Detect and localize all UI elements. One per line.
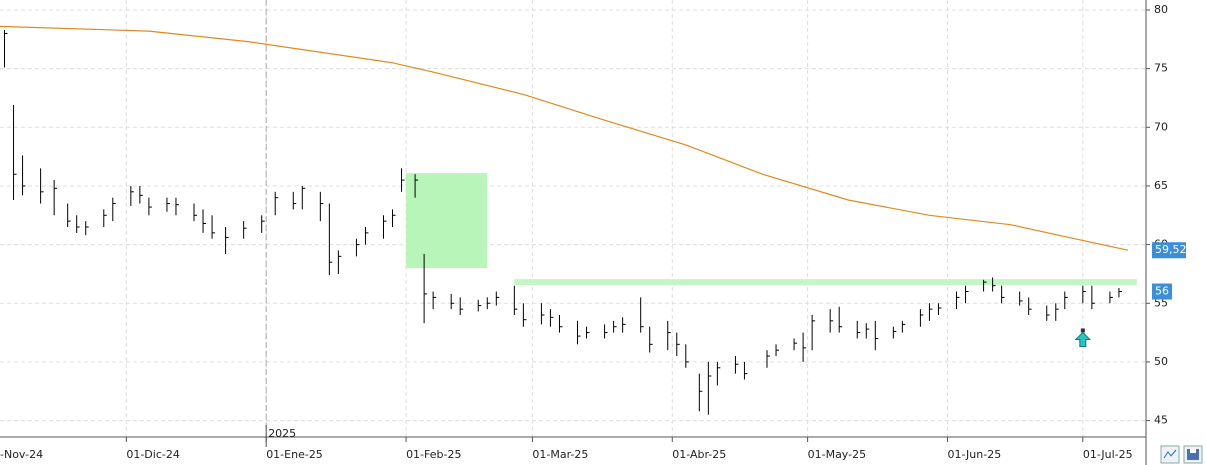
year-label: 2025	[268, 427, 296, 440]
plot-area	[0, 0, 1146, 437]
y-tick-label: 50	[1154, 355, 1168, 368]
save-icon	[1187, 449, 1199, 460]
signal-arrow	[1074, 331, 1092, 347]
y-tick-label: 80	[1154, 3, 1168, 16]
x-tick-label: 01-Jul-25	[1083, 448, 1133, 461]
y-tick-label: 65	[1154, 179, 1168, 192]
x-tick-label: 01-Abr-25	[672, 448, 726, 461]
x-tick-label: 01-Feb-25	[406, 448, 461, 461]
x-tick-label: 01-Ene-25	[266, 448, 323, 461]
price-marker-label: 56	[1155, 285, 1169, 298]
price-label: 59,52	[1155, 243, 1187, 256]
y-tick-label: 70	[1154, 120, 1168, 133]
price-marker-box	[1152, 283, 1172, 300]
y-tick-label: 45	[1154, 414, 1168, 427]
signal-flag	[1080, 328, 1085, 333]
x-tick-label: 01-Mar-25	[532, 448, 588, 461]
save-icon-label	[1190, 449, 1196, 453]
x-tick-label: 01-May-25	[808, 448, 866, 461]
x-tick-label: 01-Dic-24	[126, 448, 180, 461]
moving-average-line	[0, 25, 1129, 251]
y-tick-label: 75	[1154, 62, 1168, 75]
zone	[406, 173, 488, 269]
x-tick-label: 01-Jun-25	[947, 448, 1001, 461]
toolbar	[1160, 445, 1203, 464]
zoom-icon	[1163, 449, 1177, 459]
price-label-box	[1152, 242, 1186, 259]
x-tick-label: -Nov-24	[0, 448, 43, 461]
